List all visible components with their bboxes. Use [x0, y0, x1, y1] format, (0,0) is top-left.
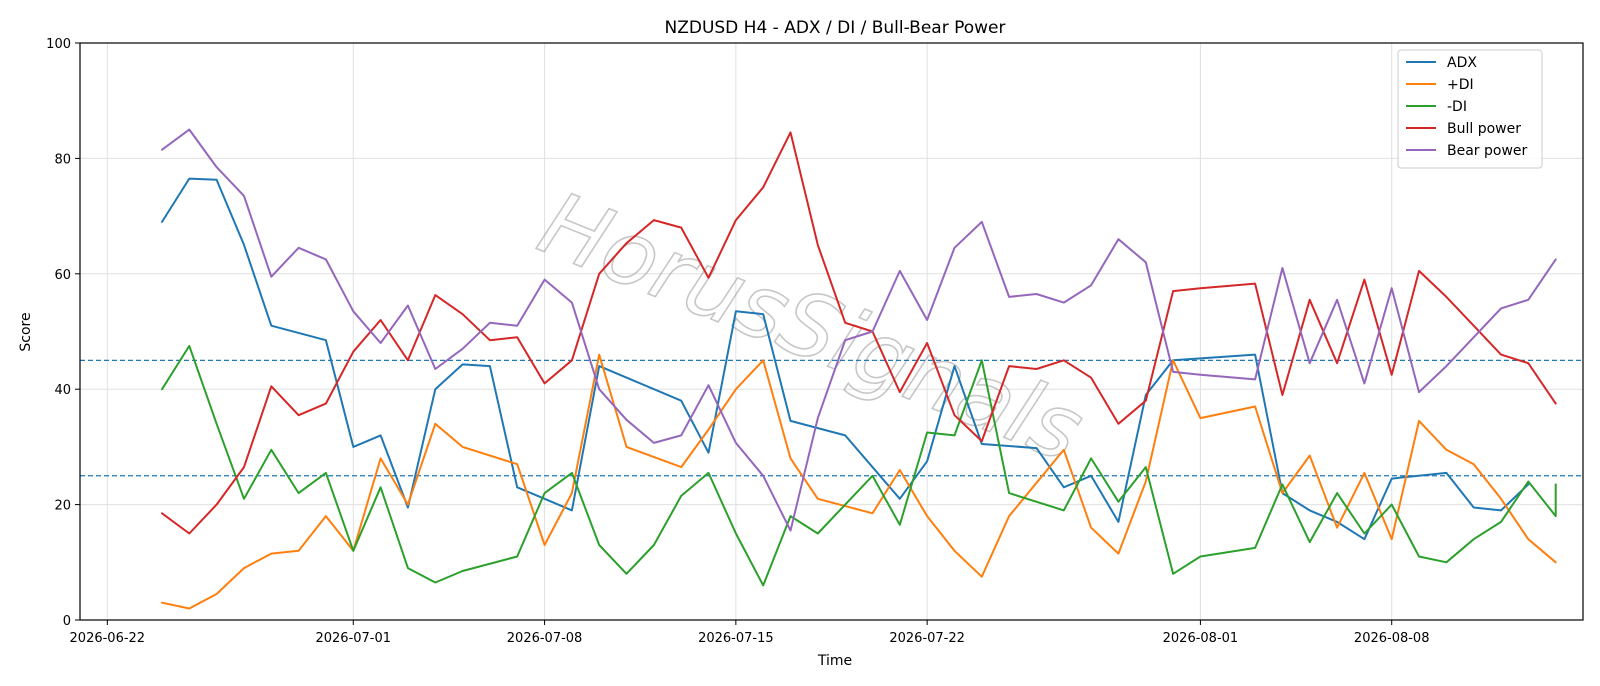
y-tick-label: 40	[54, 383, 71, 398]
legend-label: Bear power	[1447, 143, 1528, 159]
series-lines	[161, 128, 1557, 610]
x-tick-label: 2026-07-22	[889, 631, 965, 646]
series-line-adx	[161, 177, 1530, 541]
legend-label: +DI	[1447, 77, 1474, 93]
legend-label: Bull power	[1447, 121, 1521, 137]
y-tick-label: 60	[54, 268, 71, 283]
plot-frame	[79, 42, 1584, 621]
legend-label: ADX	[1447, 55, 1477, 71]
x-tick-label: 2026-08-01	[1163, 631, 1239, 646]
y-tick-label: 100	[46, 37, 71, 52]
y-tick-label: 0	[63, 614, 71, 629]
y-axis-ticks: 0 20 40 60 80 100	[46, 37, 80, 629]
legend-box	[1397, 49, 1543, 169]
series-line-bull-power	[161, 131, 1557, 535]
x-tick-label: 2026-07-08	[507, 631, 583, 646]
x-axis-label: Time	[817, 653, 852, 669]
y-tick-label: 80	[54, 152, 71, 167]
x-tick-label: 2026-06-22	[70, 631, 146, 646]
series-line-di	[161, 344, 1557, 587]
legend-label: -DI	[1447, 99, 1467, 115]
series-line-bear-power	[161, 128, 1557, 532]
x-tick-label: 2026-07-01	[315, 631, 391, 646]
series-line-di	[161, 353, 1557, 610]
x-tick-label: 2026-07-15	[698, 631, 774, 646]
y-tick-label: 20	[54, 499, 71, 514]
chart-title: NZDUSD H4 - ADX / DI / Bull-Bear Power	[664, 18, 1005, 38]
x-axis-ticks: 2026-06-22 2026-07-01 2026-07-08 2026-07-15…	[70, 620, 1430, 646]
y-axis-label: Score	[18, 312, 34, 351]
legend: ADX +DI -DI Bull power Bear power	[1397, 49, 1543, 169]
x-tick-label: 2026-08-08	[1354, 631, 1430, 646]
